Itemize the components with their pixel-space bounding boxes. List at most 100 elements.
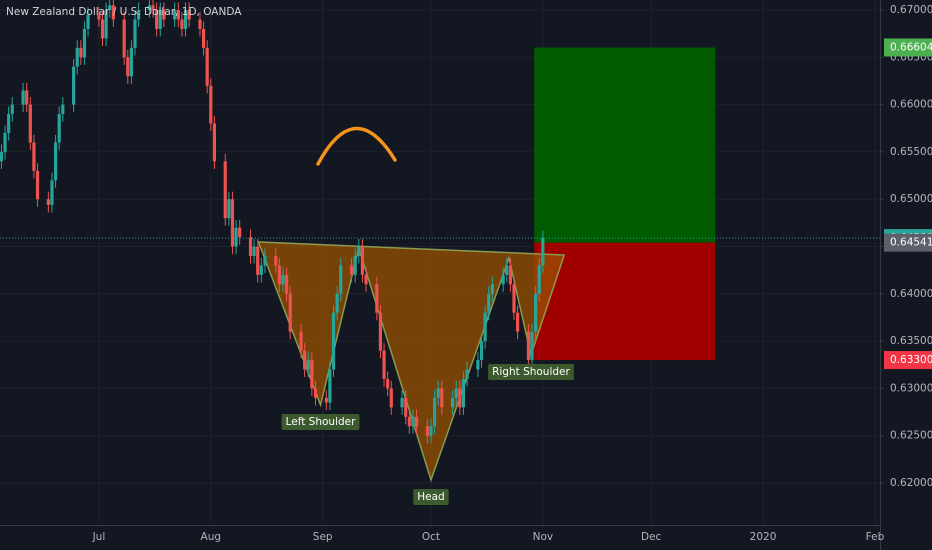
candle-body	[263, 255, 267, 266]
candle-body	[183, 10, 188, 29]
x-tick-label: Feb	[866, 531, 885, 543]
candle-body	[310, 360, 314, 389]
candle-body	[122, 19, 126, 58]
price-tag	[884, 233, 932, 252]
candle-body	[0, 151, 4, 162]
stop-zone	[534, 242, 716, 361]
candle-body	[111, 5, 115, 20]
chart-title: New Zealand Dollar / U.S. Dollar, 1D, OA…	[6, 6, 242, 18]
candle-body	[155, 10, 159, 29]
candle-body	[259, 265, 263, 275]
candle-body	[508, 265, 512, 285]
candle-body	[436, 388, 440, 398]
candle-body	[227, 199, 231, 219]
candle-body	[61, 104, 65, 115]
candle-body	[238, 227, 242, 238]
candle-body	[176, 10, 180, 20]
candle-body	[541, 238, 545, 266]
candle-body	[501, 274, 505, 285]
annotation-box	[281, 413, 360, 430]
candle-body	[458, 388, 462, 408]
candle-body	[234, 227, 238, 247]
candle-body	[378, 312, 383, 351]
candle-body	[339, 265, 343, 294]
candle-body	[465, 369, 469, 379]
x-tick-label: Dec	[641, 531, 662, 543]
candle-body	[82, 28, 87, 58]
candle-body	[328, 369, 332, 403]
candle-body	[57, 114, 61, 143]
candle-body	[505, 265, 509, 275]
candle-body	[126, 57, 130, 77]
candle-body	[274, 255, 278, 266]
candle-body	[476, 360, 480, 370]
candle-body	[53, 142, 58, 181]
x-tick-label: Aug	[201, 531, 222, 543]
candle-body	[28, 104, 32, 143]
price-tag-label: 0.64541	[890, 237, 932, 249]
annotation-label: Head	[417, 491, 444, 503]
arc-drawing	[316, 126, 397, 166]
candle-body	[284, 274, 289, 294]
candle-body	[104, 10, 108, 39]
annotation-box	[413, 488, 449, 505]
y-tick-label: 0.65500	[890, 146, 932, 158]
candle-body	[306, 360, 310, 370]
candle-body	[526, 331, 531, 361]
y-tick-label: 0.64000	[890, 288, 932, 300]
y-tick-label: 0.63000	[890, 382, 932, 394]
y-tick-label: 0.66000	[890, 99, 932, 111]
candle-body	[537, 265, 541, 294]
candle-body	[487, 293, 491, 313]
candle-body	[32, 142, 36, 171]
price-tag-label: 0.66604	[890, 41, 932, 53]
candle-body	[3, 133, 7, 152]
candle-body	[454, 388, 458, 398]
candle-body	[75, 47, 79, 67]
annotation-box	[488, 364, 574, 381]
candle-body	[46, 199, 50, 205]
candle-body	[50, 180, 54, 205]
x-tick-label: 2020	[750, 531, 777, 543]
candle-body	[10, 104, 14, 115]
candle-body	[407, 416, 411, 427]
price-tag	[884, 351, 932, 370]
candle-body	[180, 19, 184, 29]
candle-body	[313, 388, 318, 398]
x-tick-label: Sep	[313, 531, 333, 543]
candle-body	[173, 10, 177, 20]
candle-body	[429, 426, 433, 436]
candle-body	[353, 255, 357, 275]
candle-body	[209, 85, 213, 124]
y-tick-label: 0.65000	[890, 193, 932, 205]
candle-body	[86, 14, 90, 29]
candle-body	[277, 265, 281, 285]
candle-body	[490, 284, 494, 294]
candle-body	[512, 284, 516, 313]
candle-body	[248, 237, 253, 256]
candle-body	[530, 331, 534, 361]
candle-body	[386, 378, 390, 389]
candle-body	[432, 397, 437, 427]
candle-body	[451, 397, 455, 408]
x-tick-label: Nov	[533, 531, 554, 543]
candle-body	[335, 293, 339, 313]
candle-body	[198, 19, 202, 29]
candle-body	[440, 388, 444, 408]
annotation-label: Left Shoulder	[286, 416, 357, 428]
candle-body	[108, 5, 112, 11]
y-tick-label: 0.67000	[890, 4, 932, 16]
candle-body	[72, 66, 76, 105]
candle-body	[79, 47, 83, 58]
candle-body	[137, 10, 141, 20]
price-tag	[884, 38, 932, 57]
y-tick-label: 0.63500	[890, 335, 932, 347]
candle-body	[479, 341, 484, 361]
candle-body	[389, 388, 393, 408]
candle-body	[252, 246, 256, 256]
candle-body	[230, 199, 235, 247]
candle-body	[411, 416, 415, 427]
candle-body	[21, 90, 25, 105]
